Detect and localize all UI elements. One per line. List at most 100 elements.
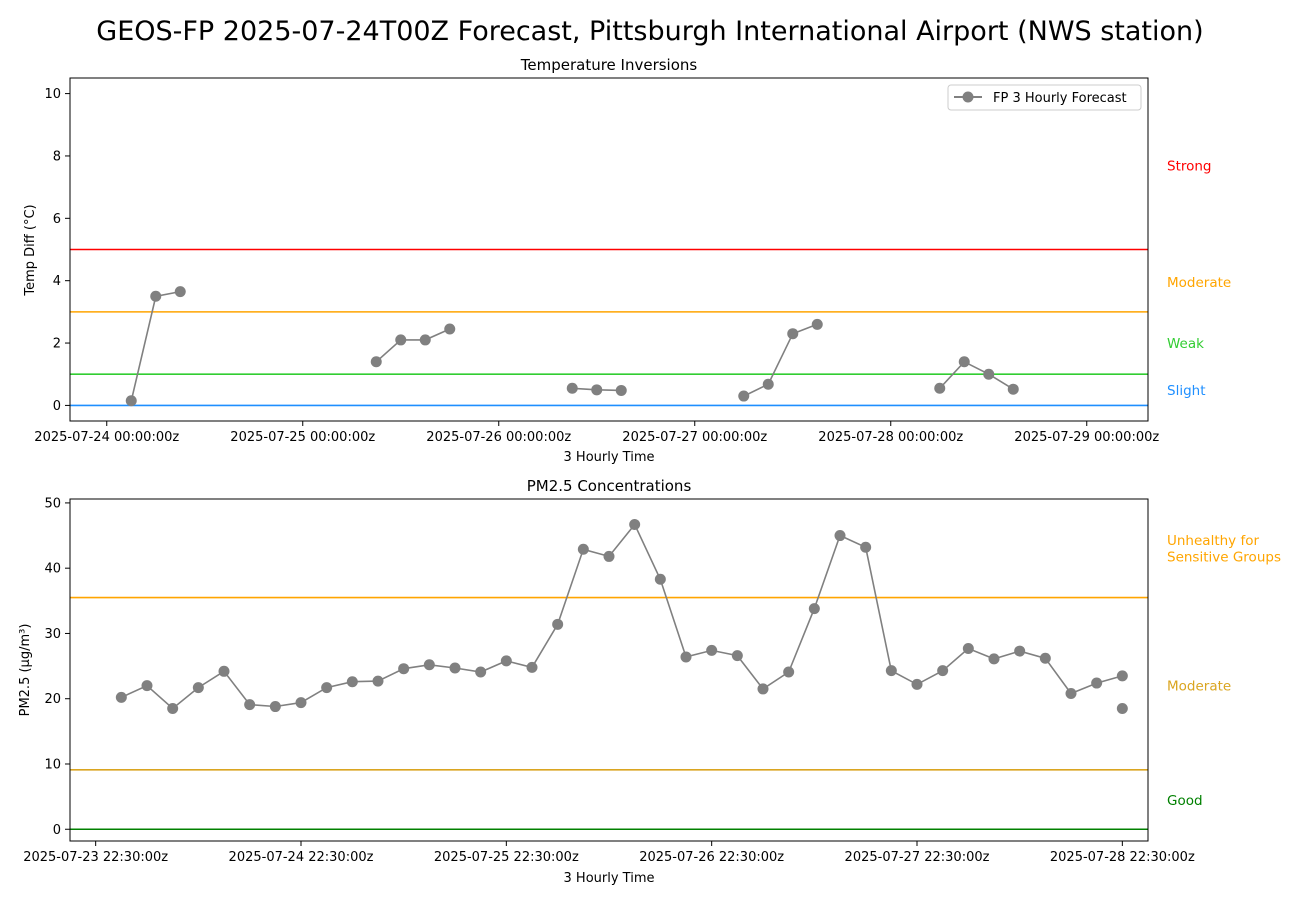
legend: FP 3 Hourly Forecast: [947, 84, 1142, 111]
data-point: [783, 666, 795, 678]
x-tick-label: 2025-07-27 22:30:00z: [845, 850, 990, 865]
data-point: [934, 382, 946, 394]
x-tick-label: 2025-07-23 22:30:00z: [23, 850, 168, 865]
x-tick-label: 2025-07-26 00:00:00z: [426, 430, 571, 445]
data-point: [1039, 652, 1051, 664]
x-tick-label: 2025-07-27 00:00:00z: [622, 430, 767, 445]
panel-title: Temperature Inversions: [520, 56, 698, 74]
x-tick-label: 2025-07-25 22:30:00z: [434, 850, 579, 865]
y-tick-label: 4: [53, 274, 61, 289]
panel-title: PM2.5 Concentrations: [527, 477, 692, 495]
y-tick-label: 10: [44, 87, 61, 102]
data-point: [295, 697, 307, 709]
data-point: [834, 530, 846, 542]
data-point: [654, 573, 666, 585]
data-point: [762, 378, 774, 390]
category-label: Good: [1167, 793, 1203, 809]
data-point: [500, 655, 512, 667]
data-point: [174, 286, 186, 298]
pm25-panel: PM2.5 Concentrations 3 Hourly Time PM2.5…: [18, 477, 1281, 886]
x-tick-label: 2025-07-25 00:00:00z: [230, 430, 375, 445]
data-point: [475, 666, 487, 678]
data-point: [808, 603, 820, 615]
data-point: [591, 384, 603, 396]
y-tick-label: 6: [53, 212, 61, 227]
data-point: [167, 703, 179, 715]
y-tick-label: 40: [44, 562, 61, 577]
y-tick-label: 8: [53, 149, 61, 164]
data-point: [1007, 383, 1019, 395]
data-point: [218, 665, 230, 677]
data-point: [958, 356, 970, 368]
data-point: [269, 701, 281, 713]
data-point: [680, 651, 692, 663]
data-point: [615, 384, 627, 396]
x-axis-label: 3 Hourly Time: [564, 450, 655, 465]
x-axis-label: 3 Hourly Time: [564, 871, 655, 886]
data-point: [552, 618, 564, 630]
data-point: [577, 543, 589, 555]
legend-entry: FP 3 Hourly Forecast: [993, 91, 1127, 106]
data-point: [192, 682, 204, 694]
series-line: [120, 522, 1123, 710]
data-point: [811, 318, 823, 330]
data-point: [860, 541, 872, 553]
data-point: [1014, 645, 1026, 657]
y-tick-label: 50: [44, 496, 61, 511]
y-axis-label: Temp Diff (°C): [23, 204, 38, 296]
data-point: [1116, 703, 1128, 715]
data-point: [244, 699, 256, 711]
data-point: [988, 653, 1000, 665]
data-point: [1116, 670, 1128, 682]
data-point: [444, 323, 456, 335]
data-point: [150, 290, 162, 302]
category-label: Unhealthy for: [1167, 533, 1259, 549]
data-point: [321, 682, 333, 694]
x-tick-label: 2025-07-26 22:30:00z: [639, 850, 784, 865]
plot-frame: [69, 77, 1149, 422]
series-line: [939, 360, 1014, 390]
series-line: [743, 323, 818, 397]
data-point: [962, 642, 974, 654]
data-point: [787, 328, 799, 340]
data-point: [115, 691, 127, 703]
data-point: [419, 334, 431, 346]
y-tick-label: 0: [53, 823, 61, 838]
data-point: [398, 663, 410, 675]
data-point: [731, 650, 743, 662]
x-tick-label: 2025-07-24 00:00:00z: [34, 430, 179, 445]
data-point: [885, 665, 897, 677]
data-point: [1065, 687, 1077, 699]
data-point: [395, 334, 407, 346]
data-point: [370, 356, 382, 368]
category-label: Weak: [1167, 336, 1204, 352]
figure-title: GEOS-FP 2025-07-24T00Z Forecast, Pittsbu…: [96, 16, 1203, 47]
data-point: [566, 382, 578, 394]
data-point: [449, 662, 461, 674]
y-axis-label: PM2.5 (μg/m³): [18, 624, 33, 717]
legend-marker-swatch: [962, 91, 974, 103]
x-tick-label: 2025-07-28 22:30:00z: [1050, 850, 1195, 865]
y-tick-label: 10: [44, 757, 61, 772]
y-tick-label: 30: [44, 627, 61, 642]
temperature-inversion-panel: Temperature Inversions 3 Hourly Time Tem…: [23, 56, 1231, 465]
data-point: [757, 683, 769, 695]
data-point: [983, 368, 995, 380]
data-point: [346, 676, 358, 688]
series-line: [375, 328, 451, 363]
series-line: [130, 290, 181, 401]
data-point: [706, 644, 718, 656]
category-label: Moderate: [1167, 679, 1231, 695]
data-point: [738, 390, 750, 402]
data-point: [125, 395, 137, 407]
category-label: Slight: [1167, 383, 1206, 399]
data-point: [603, 550, 615, 562]
data-point: [1091, 677, 1103, 689]
data-point: [911, 678, 923, 690]
category-label: Sensitive Groups: [1167, 549, 1281, 565]
legend-box: [947, 84, 1142, 111]
y-tick-label: 20: [44, 692, 61, 707]
data-point: [937, 665, 949, 677]
data-point: [423, 659, 435, 671]
x-tick-label: 2025-07-28 00:00:00z: [818, 430, 963, 445]
